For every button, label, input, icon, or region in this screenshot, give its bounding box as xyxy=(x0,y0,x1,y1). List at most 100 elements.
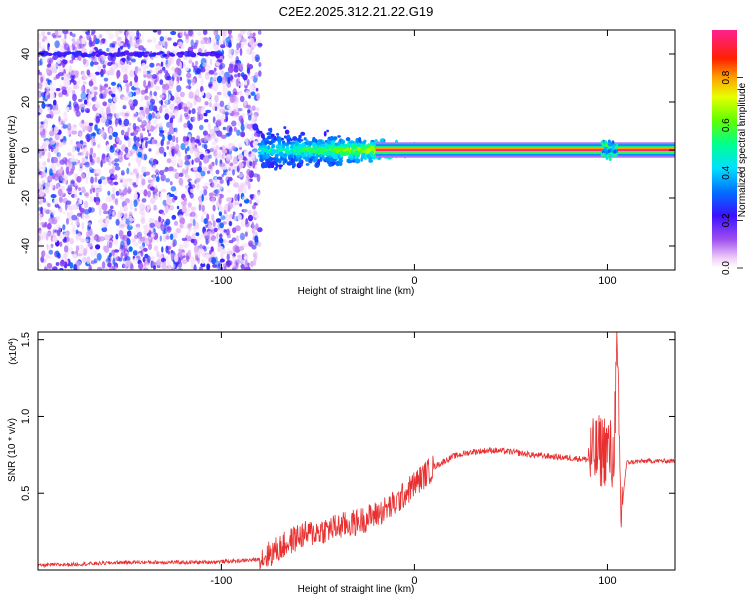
spectrogram-dot xyxy=(186,52,192,56)
spectrogram-dot xyxy=(143,264,150,269)
spectrogram-dot xyxy=(162,230,166,235)
spectrogram-dot xyxy=(128,122,132,127)
spectrogram-dot xyxy=(226,197,233,203)
spectrogram-dot xyxy=(58,92,63,98)
spectrogram-dot xyxy=(194,43,198,50)
spectrogram-dot xyxy=(232,211,236,215)
spectrogram-dot xyxy=(203,188,208,196)
spectrogram-dot xyxy=(141,198,147,203)
spectrogram-dot xyxy=(179,244,184,250)
spectrogram-dot xyxy=(83,200,89,209)
spectrogram-dot xyxy=(249,161,253,166)
spectrogram-dot xyxy=(174,172,180,180)
spectrogram-dot xyxy=(63,76,70,85)
spectrogram-dot xyxy=(110,145,113,150)
spectrogram-dot xyxy=(167,140,171,145)
spectrogram-dot xyxy=(172,72,178,79)
spectrogram-dot xyxy=(200,170,206,177)
spectrogram-dot xyxy=(368,159,374,163)
spectrogram-dot xyxy=(112,210,116,218)
spectrogram-dot xyxy=(80,86,85,93)
spectrogram-dot xyxy=(65,236,70,243)
spectrogram-dot xyxy=(235,156,239,161)
spectrogram-dot xyxy=(164,41,168,49)
spectrogram-dot xyxy=(130,231,136,235)
spectrogram-dot xyxy=(118,119,122,126)
spectrogram-dot xyxy=(216,75,223,84)
spectrogram-dot xyxy=(244,79,248,86)
spectrogram-dot xyxy=(220,227,226,235)
spectrogram-dot xyxy=(191,141,196,150)
spectrogram-dot xyxy=(80,173,85,180)
spectrogram-dot xyxy=(278,151,284,157)
spectrogram-dot xyxy=(42,250,46,257)
spectrogram-dot xyxy=(129,171,134,176)
spectrogram-dot xyxy=(216,61,220,67)
spectrogram-dot xyxy=(89,165,93,171)
spectrogram-dot xyxy=(106,47,110,52)
spectrogram-dot xyxy=(282,159,286,166)
spectrogram-dot xyxy=(222,126,227,131)
spectrogram-dot xyxy=(134,52,140,56)
spectrogram-dot xyxy=(99,93,104,99)
spectrogram-dot xyxy=(231,145,237,151)
spectrogram-dot xyxy=(162,199,167,206)
spectrogram-dot xyxy=(102,101,108,107)
spectrogram-dot xyxy=(38,181,41,188)
spectrogram-dot xyxy=(161,188,167,193)
spectrogram-dot xyxy=(323,131,327,137)
spectrogram-dot xyxy=(136,136,140,143)
spectrogram-dot xyxy=(225,153,231,162)
spectrogram-dot xyxy=(237,193,240,202)
spectrogram-dot xyxy=(216,91,222,96)
spectrogram-dot xyxy=(192,218,196,227)
spectrogram-dot xyxy=(110,93,116,98)
spectrogram-dot xyxy=(248,37,255,46)
spectrogram-dot xyxy=(314,163,320,168)
spectrogram-dot xyxy=(67,123,72,131)
spectrogram-dot xyxy=(212,264,218,268)
spectrogram-dot xyxy=(156,191,161,197)
spectrogram-dot xyxy=(47,246,52,250)
spectrogram-dot xyxy=(161,246,164,253)
spectrogram-dot xyxy=(228,41,232,48)
spectrogram-dot xyxy=(111,266,115,270)
spectrogram-dot xyxy=(358,137,362,143)
spectrogram-dot xyxy=(140,89,146,95)
spectrogram-dot xyxy=(97,65,102,72)
spectrogram-dot xyxy=(144,253,149,259)
spectrogram-dot xyxy=(154,195,159,200)
spectrogram-dot xyxy=(163,168,169,173)
spectrogram-dot xyxy=(282,155,287,158)
spectrogram-dot xyxy=(53,198,59,205)
spectrogram-dot xyxy=(270,133,275,137)
spectrogram-dot xyxy=(55,262,60,266)
spectrogram-dot xyxy=(110,205,114,210)
spectrogram-dot xyxy=(176,205,180,210)
spectrogram-dot xyxy=(237,143,243,148)
spectrogram-dot xyxy=(152,165,157,172)
spectrogram-dot xyxy=(162,66,166,71)
spectrogram-dot xyxy=(228,220,233,227)
spectrogram-dot xyxy=(139,132,144,140)
spectrogram-dot xyxy=(326,129,329,133)
spectrogram-dot xyxy=(132,257,139,264)
spectrogram-dot xyxy=(156,238,159,243)
spectrogram-dot xyxy=(310,156,315,160)
spectrogram-dot xyxy=(214,188,220,195)
spectrogram-dot xyxy=(38,152,43,160)
spectrogram-dot xyxy=(184,112,188,117)
spectrogram-dot xyxy=(152,37,157,44)
spectrogram-dot xyxy=(159,94,165,99)
spectrogram-dot xyxy=(195,178,201,183)
spectrogram-dot xyxy=(99,107,105,115)
spectrogram-dot xyxy=(201,37,204,44)
spectrogram-dot xyxy=(69,69,76,76)
spectrogram-dot xyxy=(251,221,255,230)
colorbar: 0.0 0.2 0.4 0.6 0.8 Normalized spectral ampl… xyxy=(712,30,748,275)
spectrogram-dot xyxy=(127,127,130,133)
spectrogram-dot xyxy=(135,226,141,233)
spectrogram-dot xyxy=(103,77,109,82)
spectrogram-dot xyxy=(58,135,64,140)
spectrogram-dot xyxy=(109,214,112,220)
